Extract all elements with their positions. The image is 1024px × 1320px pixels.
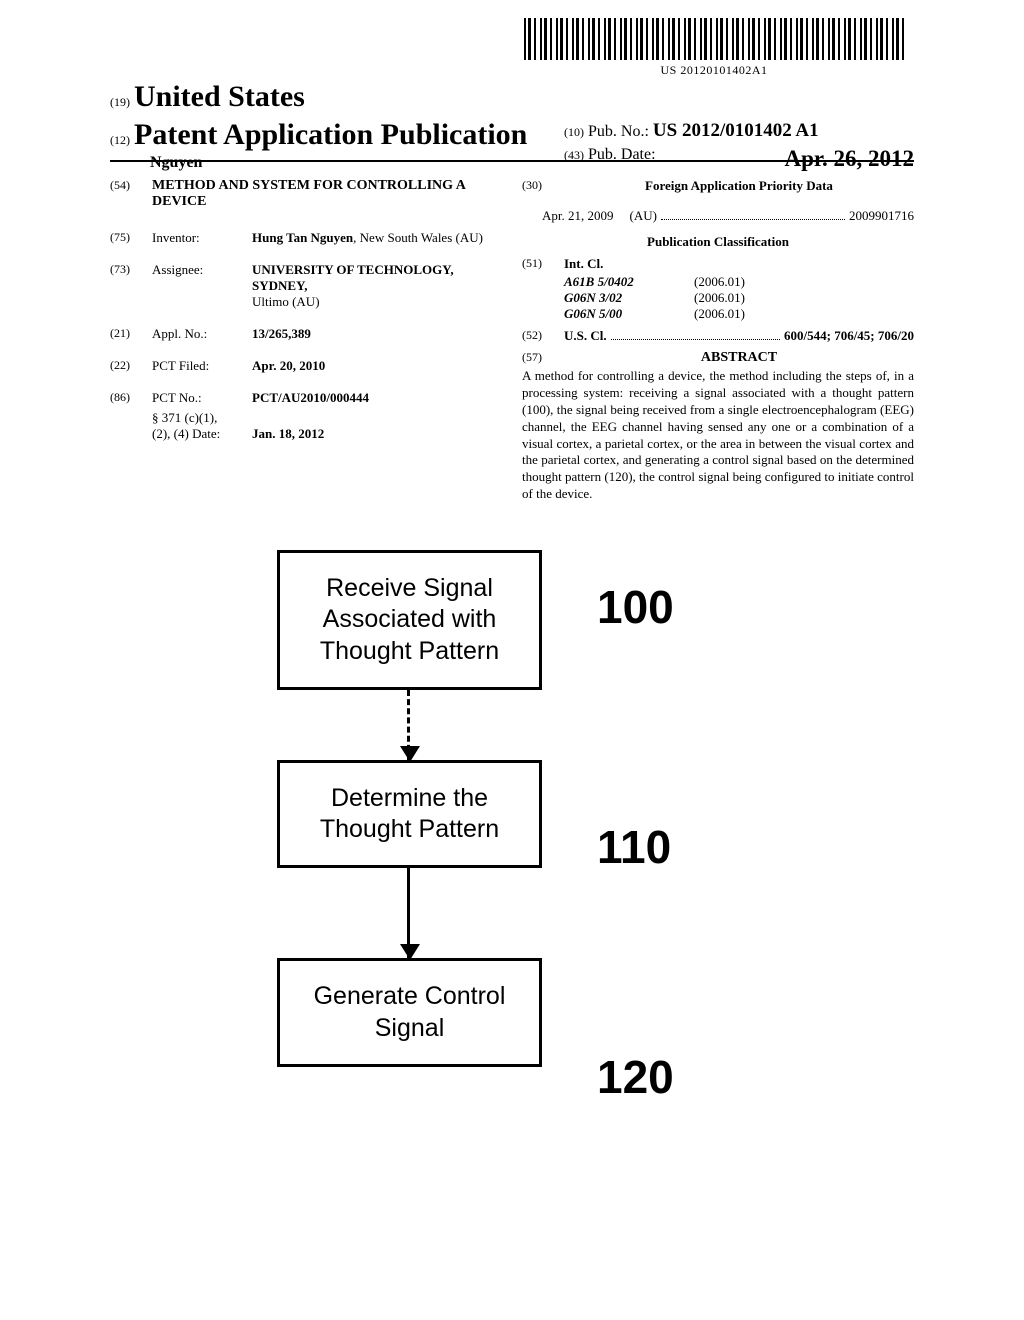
intcl-2-date: (2006.01) bbox=[694, 290, 745, 306]
foreign-date: Apr. 21, 2009 bbox=[542, 208, 614, 224]
appl-no-value: 13/265,389 bbox=[252, 326, 311, 341]
flow-box-1: Receive Signal Associated with Thought P… bbox=[277, 550, 542, 690]
document-header: (19) United States (12) Patent Applicati… bbox=[110, 80, 914, 172]
invention-title: METHOD AND SYSTEM FOR CONTROLLING A DEVI… bbox=[152, 178, 502, 210]
code-19: (19) bbox=[110, 95, 130, 109]
intcl-3-date: (2006.01) bbox=[694, 306, 745, 322]
flowchart: Receive Signal Associated with Thought P… bbox=[237, 550, 787, 1067]
assignee-location: Ultimo (AU) bbox=[252, 294, 502, 310]
code-12: (12) bbox=[110, 133, 130, 147]
code-22: (22) bbox=[110, 358, 152, 374]
content-columns: (54) METHOD AND SYSTEM FOR CONTROLLING A… bbox=[110, 178, 914, 503]
pct-no-label: PCT No.: bbox=[152, 390, 252, 406]
flow-box-2: Determine the Thought Pattern bbox=[277, 760, 542, 869]
pct-filed-value: Apr. 20, 2010 bbox=[252, 358, 325, 373]
code-86: (86) bbox=[110, 390, 152, 406]
left-column: (54) METHOD AND SYSTEM FOR CONTROLLING A… bbox=[110, 178, 502, 503]
flow-box-3: Generate Control Signal bbox=[277, 958, 542, 1067]
code-75: (75) bbox=[110, 230, 152, 246]
dots-leader bbox=[661, 204, 845, 220]
uscl-value: 600/544; 706/45; 706/20 bbox=[784, 328, 914, 344]
pct-no-value: PCT/AU2010/000444 bbox=[252, 390, 369, 405]
barcode-region: US 20120101402A1 bbox=[514, 18, 914, 78]
arrow-solid bbox=[407, 868, 410, 958]
abstract-header: ABSTRACT bbox=[564, 350, 914, 366]
pub-no-label: Pub. No.: bbox=[588, 123, 649, 140]
code-30: (30) bbox=[522, 178, 564, 202]
foreign-priority-header: Foreign Application Priority Data bbox=[564, 178, 914, 194]
assignee-label: Assignee: bbox=[152, 262, 252, 310]
code-52: (52) bbox=[522, 328, 564, 344]
intcl-1-date: (2006.01) bbox=[694, 274, 745, 290]
pub-no-value: US 2012/0101402 A1 bbox=[653, 120, 819, 141]
uscl-label: U.S. Cl. bbox=[564, 328, 607, 344]
intcl-3: G06N 5/00 bbox=[564, 306, 622, 321]
inventor-location: , New South Wales (AU) bbox=[353, 230, 483, 245]
flow-label-110: 110 bbox=[597, 820, 671, 874]
flow-label-120: 120 bbox=[597, 1050, 674, 1104]
foreign-country: (AU) bbox=[630, 208, 657, 224]
figure-region: Receive Signal Associated with Thought P… bbox=[0, 550, 1024, 1067]
code-10: (10) bbox=[564, 125, 584, 139]
code-73: (73) bbox=[110, 262, 152, 310]
s371-date-label: (2), (4) Date: bbox=[152, 426, 252, 442]
flow-label-100: 100 bbox=[597, 580, 674, 634]
classification-header: Publication Classification bbox=[522, 234, 914, 250]
arrow-dashed bbox=[407, 690, 410, 760]
arrow-head-1 bbox=[400, 746, 420, 762]
intcl-2: G06N 3/02 bbox=[564, 290, 622, 305]
code-21: (21) bbox=[110, 326, 152, 342]
inventor-label: Inventor: bbox=[152, 230, 252, 246]
country-name: United States bbox=[134, 80, 305, 113]
arrow-head-2 bbox=[400, 944, 420, 960]
appl-no-label: Appl. No.: bbox=[152, 326, 252, 342]
intcl-1: A61B 5/0402 bbox=[564, 274, 634, 289]
pub-date-value: Apr. 26, 2012 bbox=[785, 146, 915, 172]
assignee-name: UNIVERSITY OF TECHNOLOGY, SYDNEY, bbox=[252, 262, 454, 293]
barcode-text: US 20120101402A1 bbox=[514, 63, 914, 78]
publication-type: Patent Application Publication bbox=[134, 118, 527, 151]
inventor-name: Hung Tan Nguyen bbox=[252, 230, 353, 245]
code-57: (57) bbox=[522, 350, 564, 366]
code-51: (51) bbox=[522, 256, 564, 272]
header-divider bbox=[110, 160, 914, 162]
intcl-label: Int. Cl. bbox=[564, 256, 603, 271]
s371-label: § 371 (c)(1), bbox=[152, 410, 252, 426]
dots-leader-2 bbox=[611, 324, 780, 340]
right-column: (30) Foreign Application Priority Data A… bbox=[522, 178, 914, 503]
abstract-text: A method for controlling a device, the m… bbox=[522, 368, 914, 503]
barcode-graphic bbox=[524, 18, 904, 60]
foreign-app-no: 2009901716 bbox=[849, 208, 914, 224]
pct-filed-label: PCT Filed: bbox=[152, 358, 252, 374]
code-54: (54) bbox=[110, 178, 152, 210]
s371-date-value: Jan. 18, 2012 bbox=[252, 426, 324, 441]
